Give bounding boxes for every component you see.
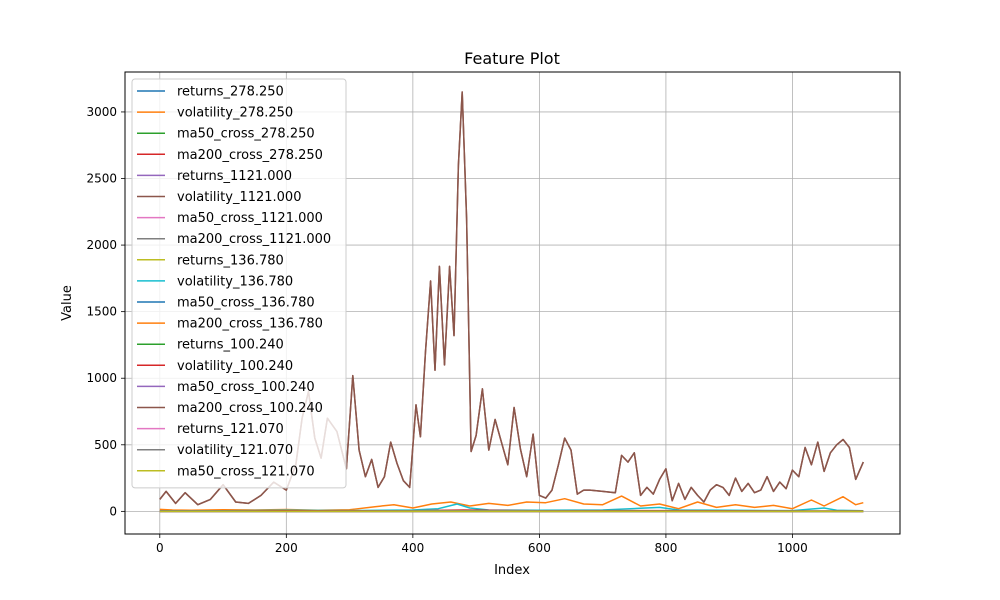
series-lines [159,91,864,513]
legend-entry: ma50_cross_278.250 [177,127,315,142]
legend-entry: returns_121.070 [177,422,284,437]
x-axis-ticks: 0 200 400 600 800 1000 [156,534,808,555]
legend-entry: volatility_100.240 [177,359,293,374]
legend-box [131,78,347,489]
legend-entry: volatility_121.070 [177,443,293,458]
legend-entry: volatility_278.250 [177,106,293,121]
y-tick-label: 1500 [86,305,117,319]
legend-entry: ma50_cross_100.240 [177,380,315,395]
y-axis-ticks: 0 500 1000 1500 2000 2500 3000 [86,105,125,518]
legend-entry: returns_1121.000 [177,169,292,184]
y-axis-label: Value [60,285,75,321]
x-tick-label: 200 [275,541,298,555]
legend-entry: ma200_cross_1121.000 [177,232,331,247]
y-tick-label: 500 [94,438,117,452]
legend-entry: returns_136.780 [177,253,284,268]
legend-entry: returns_100.240 [177,338,284,353]
legend-entry: ma200_cross_100.240 [177,401,323,416]
x-tick-label: 1000 [777,541,808,555]
y-tick-label: 0 [109,504,117,518]
x-tick-label: 600 [528,541,551,555]
chart-title: Feature Plot [464,49,560,68]
plot-frame [124,71,901,535]
y-tick-label: 2500 [86,172,117,186]
legend-entry: ma200_cross_136.780 [177,317,323,332]
x-tick-label: 400 [401,541,424,555]
y-tick-label: 1000 [86,371,117,385]
legend-entry: volatility_136.780 [177,274,293,289]
x-tick-label: 0 [156,541,164,555]
y-tick-label: 3000 [86,105,117,119]
y-tick-label: 2000 [86,238,117,252]
legend-entry: returns_278.250 [177,85,284,100]
legend: returns_278.250 volatility_278.250 ma50_cr… [131,78,347,489]
legend-entry: ma50_cross_1121.000 [177,211,323,226]
x-tick-label: 800 [654,541,677,555]
x-axis-label: Index [494,563,530,578]
legend-entry: ma50_cross_121.070 [177,464,315,479]
legend-entry: ma200_cross_278.250 [177,148,323,163]
legend-entry: ma50_cross_136.780 [177,296,315,311]
legend-entry: volatility_1121.000 [177,190,301,205]
